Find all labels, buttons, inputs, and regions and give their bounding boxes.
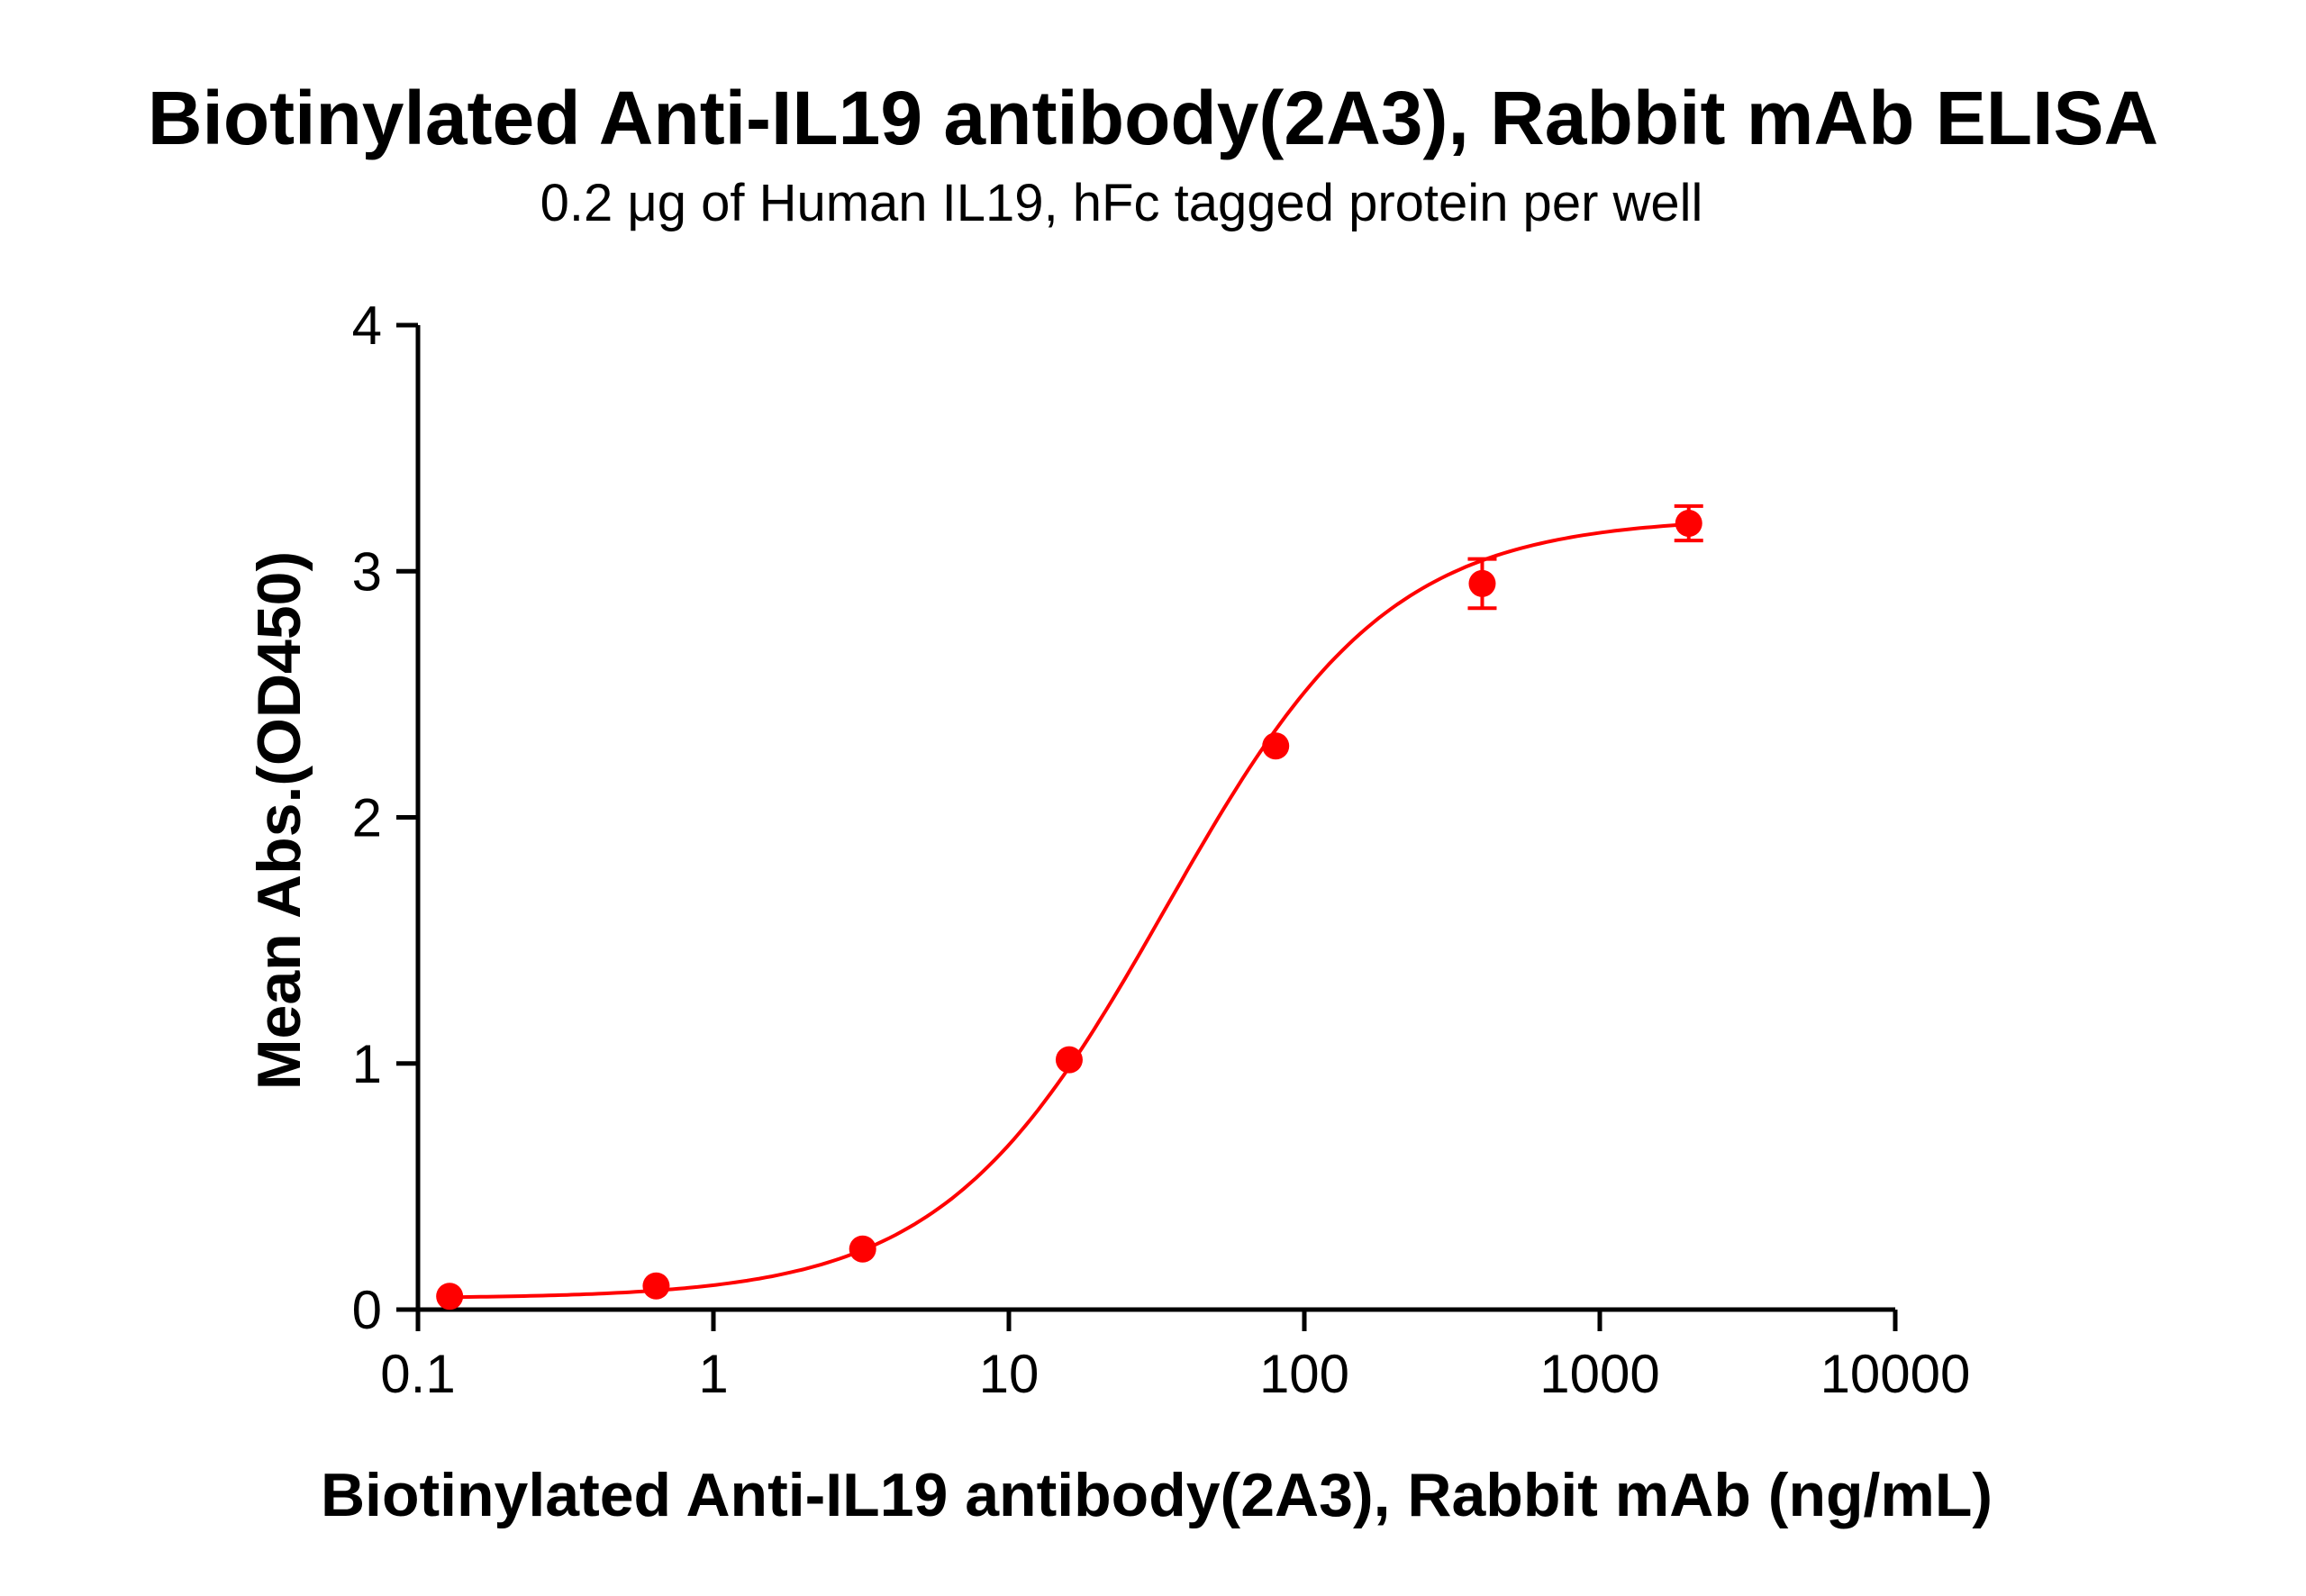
data-point <box>1675 509 1702 537</box>
y-tick-label: 1 <box>352 1034 382 1094</box>
y-tick-label: 2 <box>352 788 382 848</box>
axes: 0.1 1 10 100 1000 10000 0 1 2 3 4 <box>352 295 1971 1404</box>
data-marks <box>436 503 1703 1310</box>
data-point <box>1055 1046 1083 1074</box>
y-tick-label: 4 <box>352 295 382 356</box>
x-tick-label: 0.1 <box>380 1344 455 1404</box>
data-point <box>849 1235 876 1263</box>
data-point <box>642 1272 670 1300</box>
x-tick-label: 1000 <box>1539 1344 1659 1404</box>
x-tick-label: 1 <box>698 1344 728 1404</box>
x-tick-label: 100 <box>1259 1344 1349 1404</box>
y-tick-label: 0 <box>352 1280 382 1340</box>
data-point <box>1468 569 1496 597</box>
y-tick-label: 3 <box>352 541 382 602</box>
y-axis-title: Mean Abs.(OD450) <box>245 551 313 1090</box>
fit-curve <box>449 522 1689 1300</box>
x-tick-label: 10000 <box>1820 1344 1971 1404</box>
data-point <box>436 1283 464 1310</box>
chart-title: Biotinylated Anti-IL19 antibody(2A3), Ra… <box>148 76 2158 160</box>
data-point <box>1262 732 1290 760</box>
x-tick-label: 10 <box>979 1344 1040 1404</box>
x-axis-title: Biotinylated Anti-IL19 antibody(2A3), Ra… <box>321 1461 1993 1529</box>
chart-subtitle: 0.2 μg of Human IL19, hFc tagged protein… <box>540 174 1703 232</box>
